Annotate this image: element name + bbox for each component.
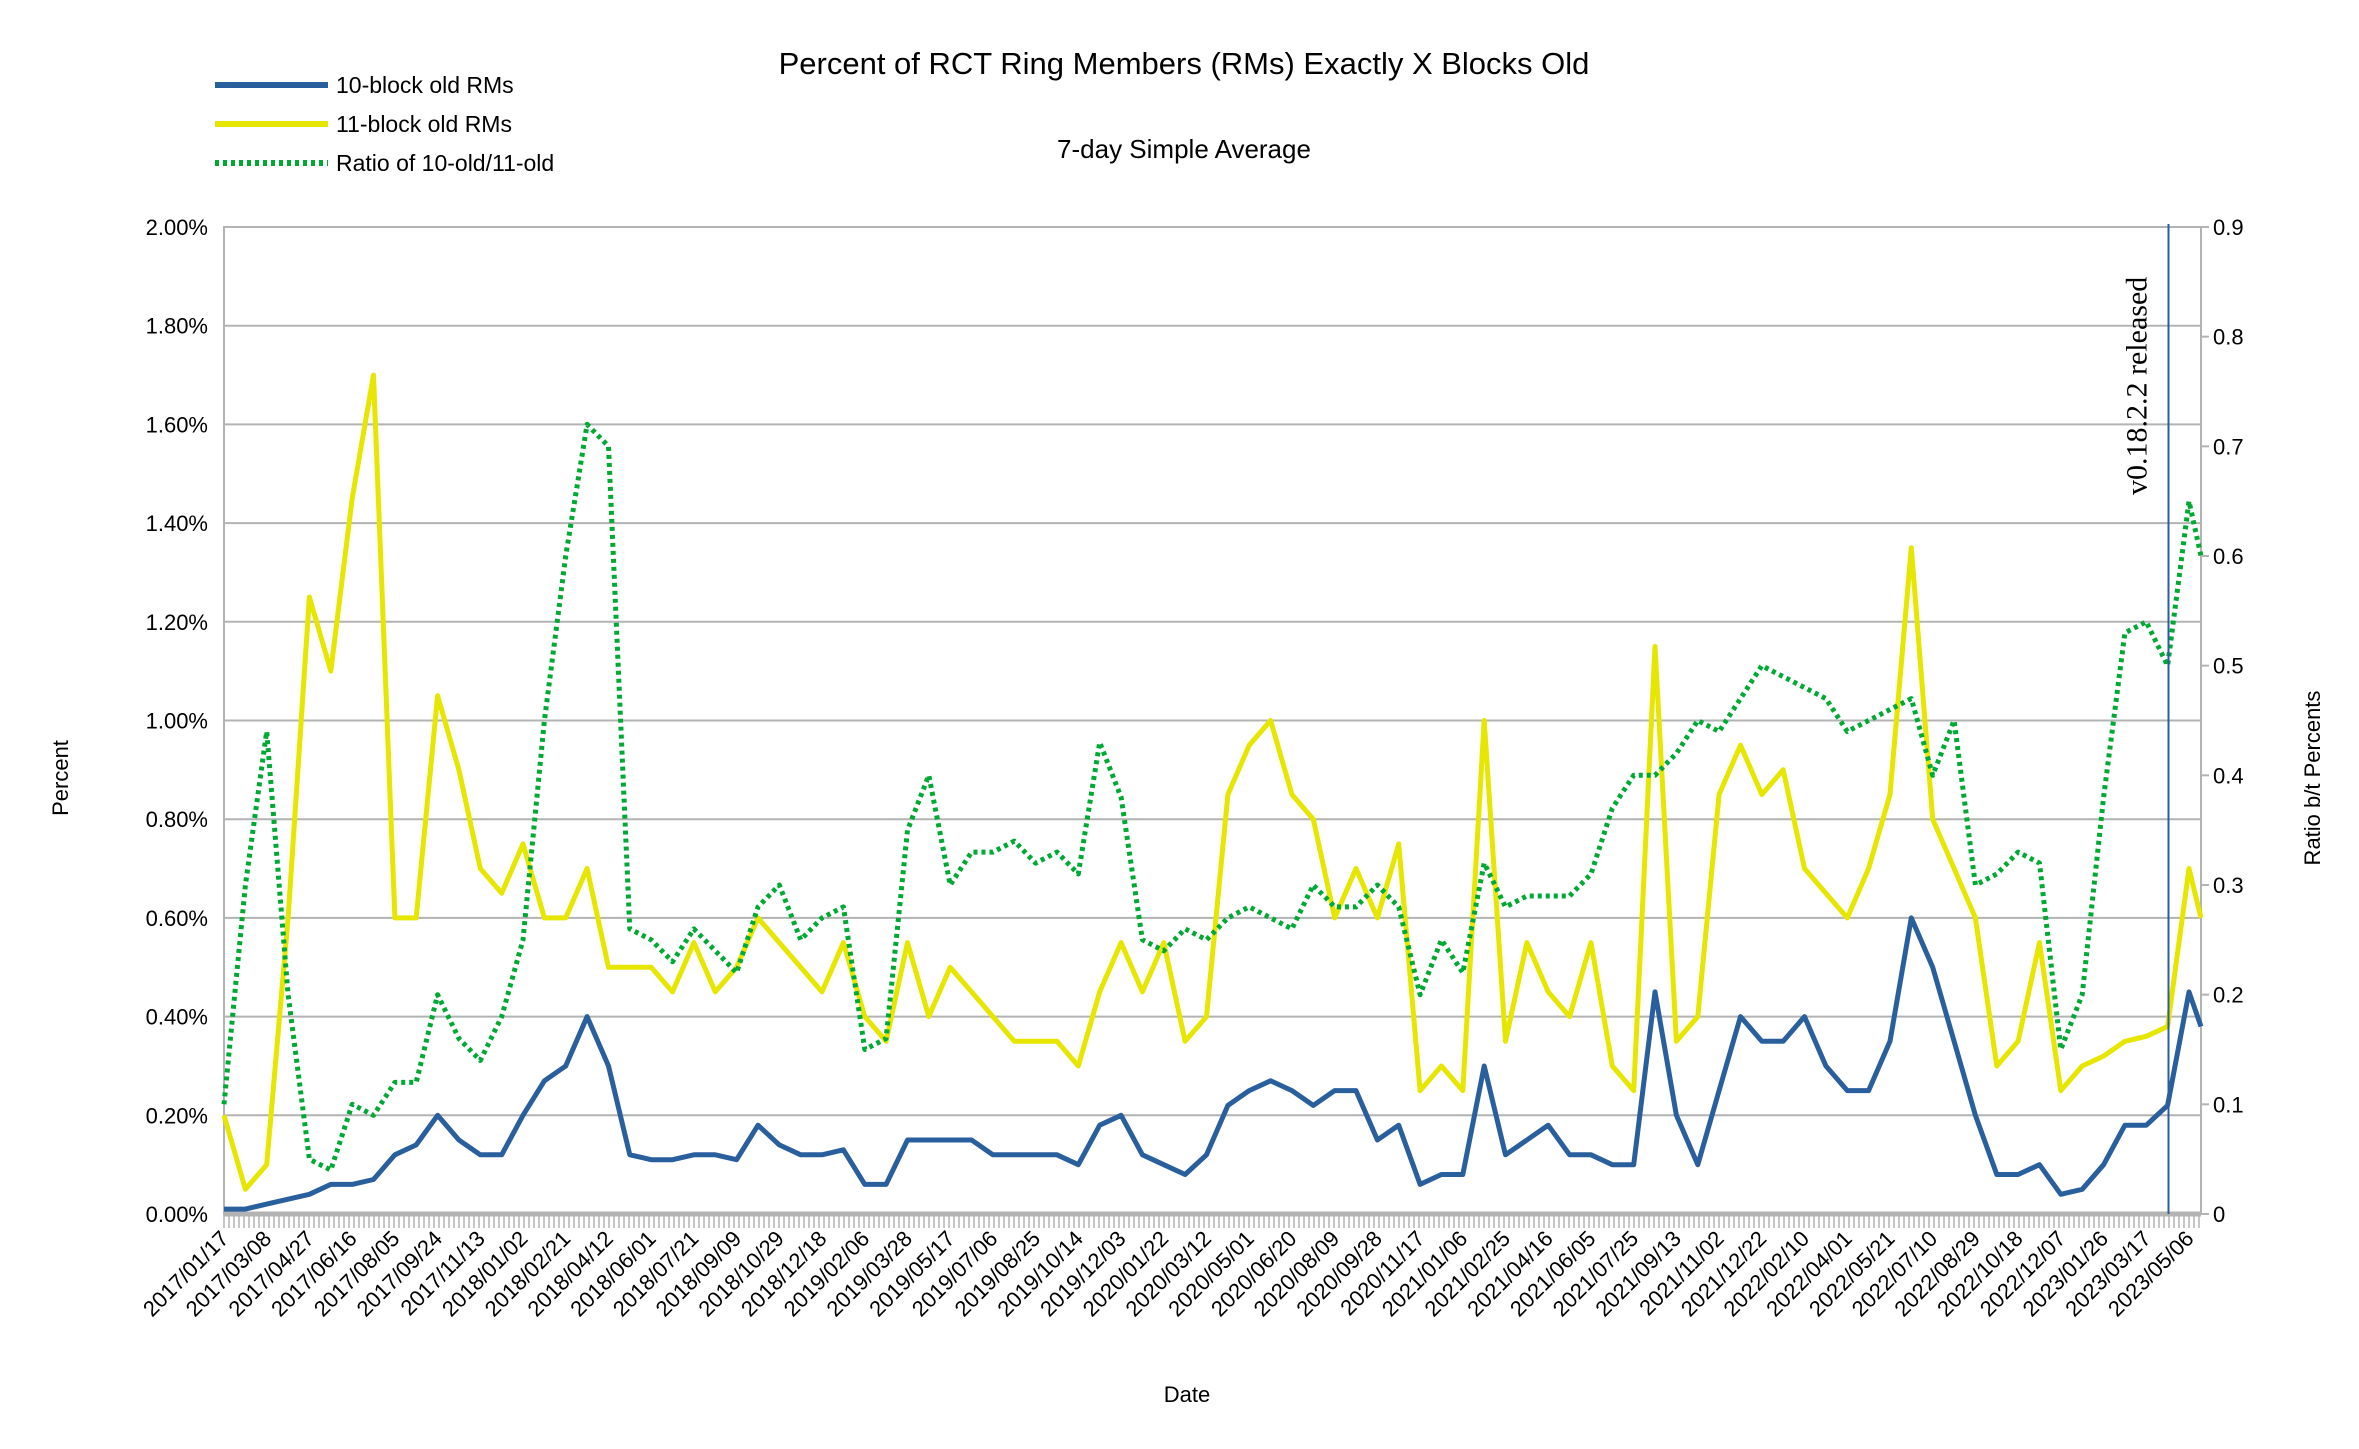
legend: 10-block old RMs 11-block old RMs Ratio … xyxy=(215,72,554,176)
legend-label-11-block: 11-block old RMs xyxy=(336,111,512,137)
legend-item-11-block: 11-block old RMs xyxy=(215,111,512,137)
y-tick-label: 0.20% xyxy=(146,1103,208,1128)
y2-tick-label: 0.3 xyxy=(2213,873,2244,898)
series-lines xyxy=(221,372,2204,1212)
y-axis-left-ticks: 0.00% 0.20% 0.40% 0.60% 0.80% 1.00% 1.20% 1.40%… xyxy=(146,215,208,1227)
y-tick-label: 1.40% xyxy=(146,511,208,536)
legend-label-ratio: Ratio of 10-old/11-old xyxy=(336,150,554,176)
y-tick-label: 2.00% xyxy=(146,215,208,240)
y-axis-title: Percent xyxy=(48,740,73,816)
y2-tick-label: 0.7 xyxy=(2213,434,2244,459)
y2-tick-label: 0.6 xyxy=(2213,544,2244,569)
chart-subtitle: 7-day Simple Average xyxy=(1057,134,1311,164)
y-axis-right-ticks: 0 0.1 0.2 0.3 0.4 0.5 0.6 0.7 0.8 0.9 xyxy=(2201,215,2244,1227)
y2-tick-label: 0 xyxy=(2213,1202,2225,1227)
legend-label-10-block: 10-block old RMs xyxy=(336,72,514,98)
release-annotation: v0.18.2.2 released xyxy=(2120,277,2153,495)
y2-tick-label: 0.5 xyxy=(2213,654,2244,679)
series-line-ratio-of-10-old-11-old xyxy=(221,421,2204,1173)
y-tick-label: 1.80% xyxy=(146,314,208,339)
gridlines xyxy=(223,226,2202,1217)
y2-tick-label: 0.9 xyxy=(2213,215,2244,240)
y-tick-label: 1.00% xyxy=(146,709,208,734)
y2-tick-label: 0.4 xyxy=(2213,763,2244,788)
series-line-10-block-old-rms xyxy=(224,915,2204,1212)
y2-tick-label: 0.1 xyxy=(2213,1092,2244,1117)
y-tick-label: 0.80% xyxy=(146,807,208,832)
x-minor-tick-marks xyxy=(223,1214,2200,1228)
chart-title: Percent of RCT Ring Members (RMs) Exactl… xyxy=(779,46,1590,81)
y2-axis-title: Ratio b/t Percents xyxy=(2300,691,2325,866)
series-line-11-block-old-rms xyxy=(221,372,2204,1192)
y-tick-label: 0.60% xyxy=(146,906,208,931)
legend-item-ratio: Ratio of 10-old/11-old xyxy=(215,150,554,176)
y-tick-label: 0.00% xyxy=(146,1202,208,1227)
y-tick-label: 1.60% xyxy=(146,412,208,437)
y-tick-label: 0.40% xyxy=(146,1005,208,1030)
legend-item-10-block: 10-block old RMs xyxy=(215,72,514,98)
x-axis-minor-ticks xyxy=(223,1214,2200,1228)
y-tick-label: 1.20% xyxy=(146,610,208,635)
y2-tick-label: 0.8 xyxy=(2213,325,2244,350)
x-axis-ticks: 2017/01/172017/03/082017/04/272017/06/16… xyxy=(138,1226,2199,1322)
y2-tick-label: 0.2 xyxy=(2213,983,2244,1008)
x-axis-title: Date xyxy=(1164,1382,1210,1407)
